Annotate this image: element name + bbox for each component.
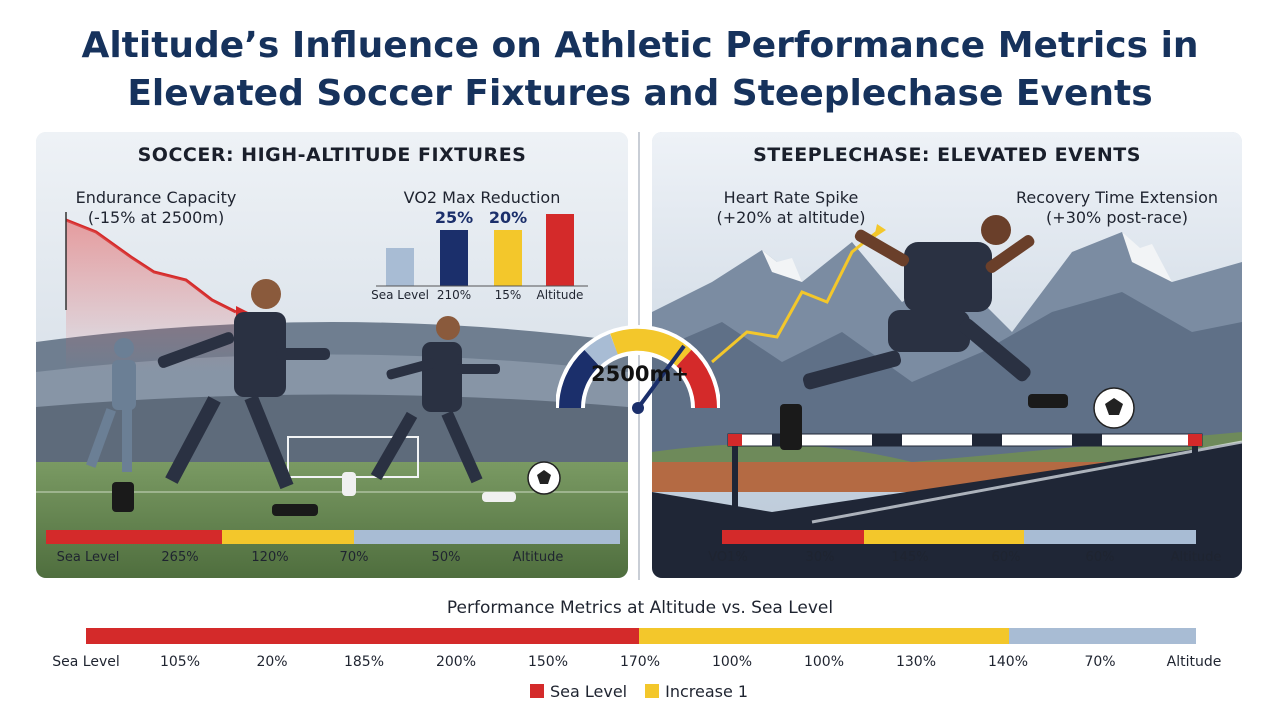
vo2-bar-20 (494, 230, 522, 286)
steeplechase-panel: STEEPLECHASE: ELEVATED EVENTS Heart Rate… (652, 132, 1242, 578)
legend-item-sea-level: Sea Level (530, 682, 627, 701)
scale-label: Altitude (1170, 550, 1222, 565)
bottom-scale-label: 185% (343, 654, 385, 670)
recovery-annotation: Recovery Time Extension (+30% post-race) (1002, 188, 1232, 228)
bottom-scale-label: 100% (711, 654, 753, 670)
page-title-line-2: Elevated Soccer Fixtures and Steeplechas… (127, 73, 1153, 114)
bottom-scale-label: 105% (159, 654, 201, 670)
bottom-scale-label: 150% (527, 654, 569, 670)
gauge-icon (556, 325, 720, 414)
heart-rate-value: (+20% at altitude) (716, 208, 866, 227)
trend-arrow-icon (711, 230, 878, 364)
recovery-label: Recovery Time Extension (1015, 188, 1219, 207)
hurdle-icon (727, 433, 1203, 516)
bottom-scale-label: 140% (987, 654, 1029, 670)
vo2-bar-labels: Sea Level 210% 15% Altitude (36, 288, 628, 306)
bottom-scale-labels: Sea Level 105% 20% 185% 200% 150% 170% 1… (0, 654, 1280, 674)
bottom-scale-label: 100% (803, 654, 845, 670)
steeplechase-scale-labels: VO1% 30% 145% 60% 60% Altitude (652, 550, 1242, 568)
soccer-ball-icon (1093, 387, 1135, 429)
bottom-scale-label: 170% (619, 654, 661, 670)
legend-item-increase: Increase 1 (645, 682, 748, 701)
scale-label: 50% (431, 550, 461, 565)
runner-icon (780, 215, 1068, 450)
legend-swatch (530, 684, 544, 698)
legend-label: Increase 1 (665, 681, 749, 701)
scale-label: 145% (891, 550, 929, 565)
soccer-panel-heading: SOCCER: HIGH-ALTITUDE FIXTURES (137, 144, 527, 166)
steeplechase-altitude-scale-bar (722, 530, 1196, 544)
vo2-bar-altitude (546, 214, 574, 286)
heart-rate-label: Heart Rate Spike (723, 188, 859, 207)
soccer-altitude-scale-bar (46, 530, 620, 544)
vo2-bar-sea-level (386, 248, 414, 286)
scale-label: Altitude (512, 550, 564, 565)
gauge-altitude-label: 2500m+ (591, 362, 689, 386)
legend-swatch (645, 684, 660, 698)
bottom-scale-label: 130% (895, 654, 937, 670)
bottom-scale-label: Sea Level (52, 654, 120, 670)
endurance-annotation: Endurance Capacity (-15% at 2500m) (56, 188, 256, 228)
runner-icon (342, 316, 516, 502)
vo2-bar-25 (440, 230, 468, 286)
legend-label: Sea Level (550, 681, 628, 701)
scale-label: Sea Level (56, 550, 120, 565)
scale-label: 60% (991, 550, 1021, 565)
soccer-panel: SOCCER: HIGH-ALTITUDE FIXTURES Endurance… (36, 132, 628, 578)
soccer-scale-labels: Sea Level 265% 120% 70% 50% Altitude (36, 550, 628, 568)
bottom-scale-label: Altitude (1166, 654, 1222, 670)
heart-rate-annotation: Heart Rate Spike (+20% at altitude) (696, 188, 886, 228)
scale-label: 30% (805, 550, 835, 565)
bottom-chart-title: Performance Metrics at Altitude vs. Sea … (446, 598, 834, 618)
steeplechase-mountain-illustration (652, 132, 1242, 578)
scale-label: VO1% (708, 550, 748, 565)
vo2-bar-label: Altitude (536, 288, 584, 302)
page-title-line-1: Altitude’s Influence on Athletic Perform… (81, 25, 1199, 66)
steeplechase-panel-heading: STEEPLECHASE: ELEVATED EVENTS (753, 144, 1141, 166)
endurance-label: Endurance Capacity (75, 188, 237, 207)
bottom-scale-label: 200% (435, 654, 477, 670)
scale-label: 70% (339, 550, 369, 565)
endurance-value: (-15% at 2500m) (87, 208, 225, 227)
bottom-scale-label: 20% (256, 654, 288, 670)
soccer-ball-icon (527, 461, 561, 495)
bottom-scale-label: 70% (1084, 654, 1116, 670)
scale-label: 265% (161, 550, 199, 565)
soccer-stadium-illustration (36, 132, 628, 578)
scale-label: 60% (1085, 550, 1115, 565)
vo2-bar-value: 20% (488, 208, 528, 227)
panel-divider (638, 132, 640, 580)
vo2-chart-title: VO2 Max Reduction (403, 188, 561, 207)
bottom-legend: Sea Level Increase 1 (530, 680, 766, 702)
runner-icon (112, 279, 330, 516)
recovery-value: (+30% post-race) (1046, 208, 1188, 227)
bottom-performance-bar (86, 628, 1196, 644)
vo2-bar-value: 25% (434, 208, 474, 227)
vo2-bar-label: 210% (436, 288, 472, 302)
scale-label: 120% (251, 550, 289, 565)
vo2-bar-label: Sea Level (371, 288, 429, 302)
runner-icon (86, 338, 136, 472)
vo2-bar-label: 15% (494, 288, 522, 302)
